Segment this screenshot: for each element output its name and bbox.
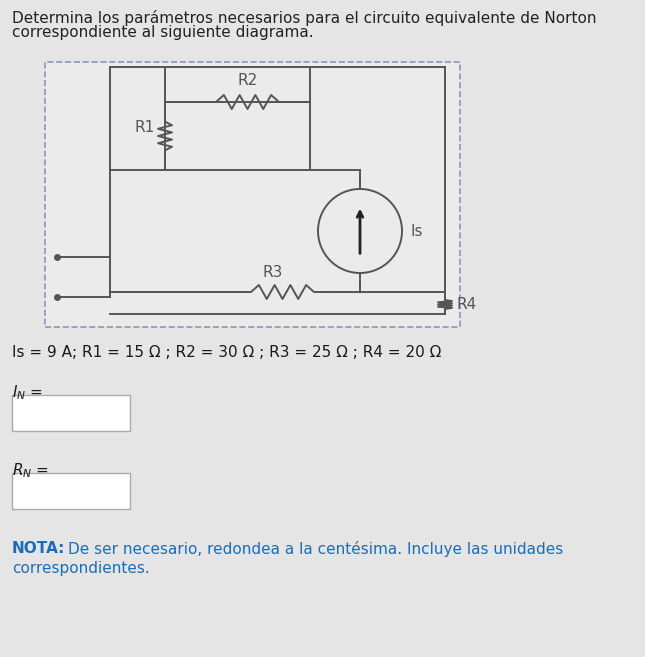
Text: De ser necesario, redondea a la centésima. Incluye las unidades: De ser necesario, redondea a la centésim…	[68, 541, 563, 557]
Text: $R_N$ =: $R_N$ =	[12, 461, 49, 480]
Text: NOTA:: NOTA:	[12, 541, 65, 556]
FancyBboxPatch shape	[12, 473, 130, 509]
Text: R3: R3	[263, 265, 283, 280]
Text: Is: Is	[410, 223, 422, 238]
Text: $I_N$ =: $I_N$ =	[12, 383, 43, 401]
Text: correspondientes.: correspondientes.	[12, 561, 150, 576]
FancyBboxPatch shape	[45, 62, 460, 327]
Text: correspondiente al siguiente diagrama.: correspondiente al siguiente diagrama.	[12, 25, 313, 40]
Text: R4: R4	[457, 297, 477, 312]
FancyBboxPatch shape	[12, 395, 130, 431]
Text: Is = 9 A; R1 = 15 Ω ; R2 = 30 Ω ; R3 = 25 Ω ; R4 = 20 Ω: Is = 9 A; R1 = 15 Ω ; R2 = 30 Ω ; R3 = 2…	[12, 345, 441, 360]
Text: Determina los parámetros necesarios para el circuito equivalente de Norton: Determina los parámetros necesarios para…	[12, 10, 597, 26]
Text: R1: R1	[135, 120, 155, 135]
Text: R2: R2	[237, 73, 257, 88]
